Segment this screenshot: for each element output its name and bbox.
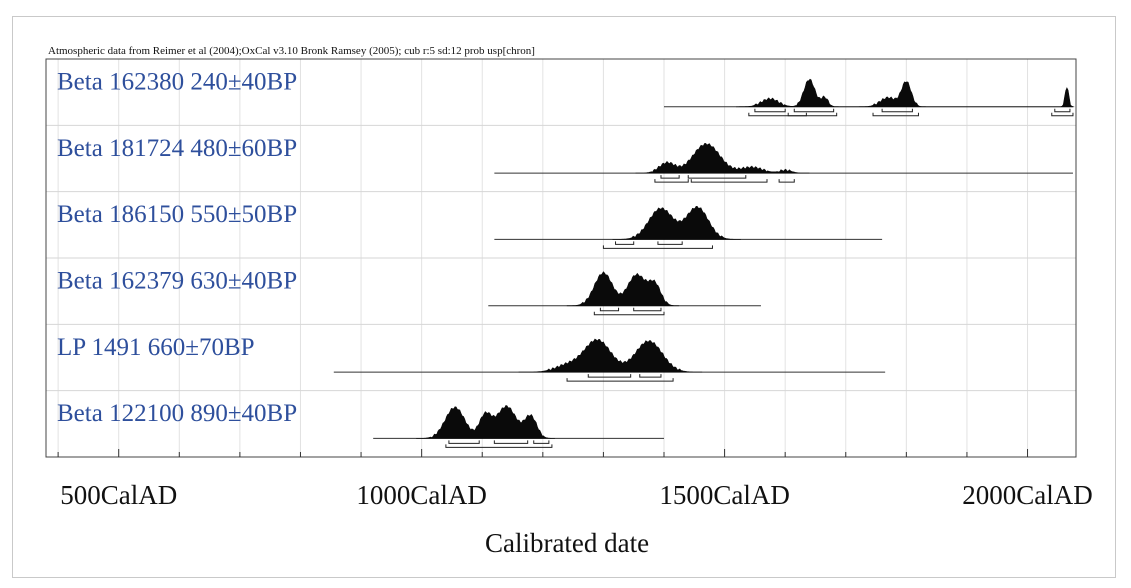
- range-bracket-95: [872, 112, 919, 117]
- x-tick-label: 1000CalAD: [356, 480, 487, 510]
- probability-distribution: [612, 205, 741, 240]
- range-bracket-68: [633, 307, 662, 312]
- range-bracket-68: [660, 175, 680, 179]
- range-bracket-95: [748, 112, 807, 117]
- plot-border: [45, 58, 1077, 458]
- range-bracket-95: [787, 112, 838, 117]
- range-bracket-68: [639, 374, 662, 378]
- sample-label: Beta 162380 240±40BP: [57, 69, 297, 96]
- sample-label: LP 1491 660±70BP: [57, 334, 255, 361]
- chart-frame: Atmospheric data from Reimer et al (2004…: [12, 16, 1116, 578]
- range-bracket-95: [593, 311, 665, 316]
- range-bracket-68: [687, 175, 747, 179]
- range-bracket-68: [881, 108, 913, 113]
- probability-distribution: [416, 405, 555, 439]
- calibration-plot: Atmospheric data from Reimer et al (2004…: [45, 45, 1093, 558]
- range-bracket-68: [599, 307, 620, 312]
- range-bracket-68: [793, 108, 835, 113]
- range-bracket-68: [587, 374, 632, 378]
- x-tick-label: 1500CalAD: [659, 480, 790, 510]
- sample-label: Beta 122100 890±40BP: [57, 400, 297, 427]
- probability-distribution: [566, 271, 680, 307]
- sample-label: Beta 181724 480±60BP: [57, 135, 297, 162]
- range-bracket-95: [445, 444, 553, 448]
- range-bracket-95: [602, 245, 713, 249]
- range-bracket-68: [493, 440, 529, 444]
- x-tick-label: 2000CalAD: [962, 480, 1093, 510]
- x-axis-title: Calibrated date: [485, 528, 649, 558]
- sample-label: Beta 186150 550±50BP: [57, 201, 297, 228]
- probability-distribution: [635, 143, 810, 174]
- range-bracket-95: [778, 179, 795, 183]
- chart-subtitle: Atmospheric data from Reimer et al (2004…: [48, 45, 535, 57]
- range-bracket-68: [1054, 108, 1071, 113]
- range-bracket-68: [657, 241, 683, 245]
- probability-distribution: [736, 78, 1075, 108]
- range-bracket-95: [1051, 112, 1074, 117]
- range-bracket-95: [690, 179, 768, 183]
- range-bracket-68: [533, 440, 550, 444]
- sample-label: Beta 162379 630±40BP: [57, 268, 297, 295]
- x-tick-label: 500CalAD: [60, 480, 177, 510]
- range-bracket-68: [615, 241, 635, 245]
- range-bracket-95: [566, 378, 674, 382]
- range-bracket-95: [654, 179, 689, 183]
- range-bracket-68: [448, 440, 480, 444]
- probability-distribution: [518, 338, 703, 373]
- range-bracket-68: [754, 108, 786, 113]
